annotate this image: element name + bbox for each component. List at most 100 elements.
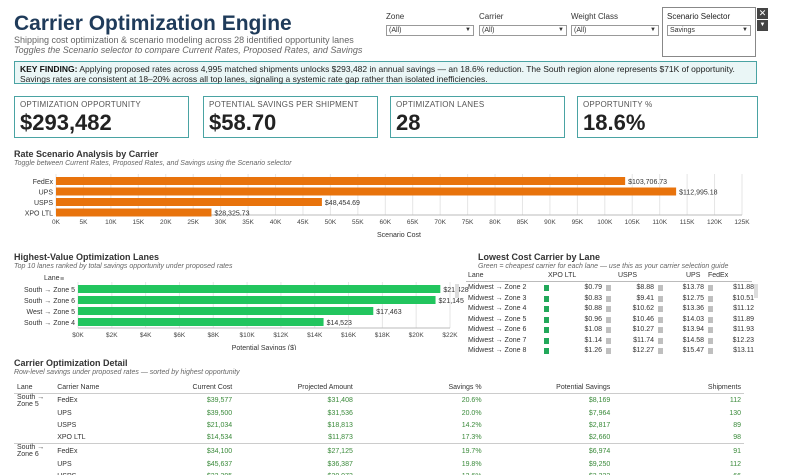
bar[interactable] [56, 208, 212, 217]
category-label: South → Zone 4 [24, 320, 75, 327]
lowest-cost-value: $12.75 [682, 294, 704, 302]
zone-filter-label: Zone [386, 12, 405, 21]
lowest-cost-lane: Midwest → Zone 3 [468, 294, 527, 302]
projected-cell: $18,813 [327, 422, 353, 429]
shipments-cell: 112 [729, 460, 741, 468]
more-options-icon[interactable]: ▼ [757, 20, 768, 31]
x-axis-title: Potential Savings ($) [232, 345, 297, 350]
tick-label: 5K [79, 219, 88, 226]
lane-axis-header: Lane [44, 275, 60, 282]
carrier-cell: USPS [57, 422, 77, 429]
lowest-cost-value: $14.58 [682, 336, 704, 344]
lowest-cost-col-header[interactable]: XPO LTL [548, 272, 577, 279]
lowest-cost-scrollbar[interactable] [754, 284, 758, 298]
tick-label: 85K [517, 219, 529, 226]
bar[interactable] [56, 177, 626, 185]
lowest-cost-col-header[interactable]: UPS [686, 272, 701, 279]
weight-class-filter-label: Weight Class [571, 12, 618, 21]
lowest-cost-col-header[interactable]: Lane [468, 272, 484, 279]
key-finding-label: KEY FINDING: [20, 64, 78, 74]
tick-label: $6K [174, 332, 186, 339]
potential-savings-cell: $8,169 [484, 392, 614, 408]
sort-icon[interactable]: ≡ [60, 276, 64, 283]
table-row[interactable]: XPO LTL $14,534 $11,873 17.3% $2,660 98 [14, 432, 744, 444]
close-icon[interactable]: ✕ [757, 8, 768, 19]
carrier-cell: FedEx [54, 443, 135, 458]
bar[interactable] [56, 198, 322, 206]
lowest-cost-value: $12.27 [632, 347, 654, 354]
category-label: South → Zone 6 [24, 298, 75, 305]
x-axis-title: Scenario Cost [377, 232, 421, 239]
lanes-savings-chart: Lane ≡ $0K $2K $4K $6K $8K $10K $12K $14K $16K $18K… [24, 275, 469, 350]
kpi-optimization-lanes: OPTIMIZATION LANES 28 [390, 96, 565, 138]
table-row[interactable]: USPS $21,034 $18,813 14.2% $2,817 89 [14, 420, 744, 432]
col-savings-pct[interactable]: Savings % [448, 383, 482, 391]
carrier-filter-select[interactable]: (All) ▼ [479, 25, 567, 36]
weight-class-filter-select[interactable]: (All) ▼ [571, 25, 659, 36]
table-row[interactable]: USPS$23,395$20,07313.6%$3,32266 [14, 470, 744, 475]
cost-marker [544, 348, 549, 354]
cost-marker [658, 285, 663, 291]
table-row[interactable]: UPS $45,637 $36,387 19.8% $9,250 112 [14, 458, 744, 470]
bar[interactable] [78, 318, 324, 326]
tick-label: $8K [207, 332, 219, 339]
scenario-selector-select[interactable]: Savings ▼ [667, 25, 751, 36]
table-row[interactable]: UPS $39,500 $31,536 20.0% $7,964 130 [14, 408, 744, 420]
potential-savings-cell: $2,817 [588, 422, 611, 429]
chevron-down-icon: ▼ [558, 27, 564, 33]
tick-label: 105K [625, 219, 641, 226]
table-row[interactable]: South → Zone 5 FedEx $39,577 $31,408 20.6% $8… [14, 392, 744, 408]
carrier-filter-value: (All) [482, 27, 495, 34]
bar[interactable] [56, 187, 677, 196]
bar-value-label: $48,454.69 [325, 200, 360, 207]
lowest-cost-subtitle: Green = cheapest carrier for each lane —… [478, 263, 729, 270]
bar-value-label: $17,463 [376, 309, 401, 316]
potential-savings-cell: $7,964 [588, 410, 611, 417]
lowest-cost-col-header[interactable]: USPS [618, 272, 638, 279]
tick-label: 110K [652, 219, 667, 226]
detail-table: Lane Carrier Name Current Cost Projected… [14, 382, 744, 475]
tick-label: 55K [352, 219, 364, 226]
tick-label: $4K [140, 332, 152, 339]
current-cost-cell: $39,577 [134, 392, 236, 408]
cost-marker [544, 295, 549, 302]
lowest-cost-value: $15.47 [682, 347, 704, 354]
col-potential-savings[interactable]: Potential Savings [556, 383, 611, 391]
zone-filter-select[interactable]: (All) ▼ [386, 25, 474, 36]
tick-label: 95K [572, 219, 584, 226]
bar-value-label: $103,706.73 [628, 179, 667, 186]
lowest-cost-value: $1.08 [584, 326, 602, 333]
cost-marker [658, 316, 663, 323]
tick-label: 125K [734, 219, 750, 226]
savings-pct-cell: 20.0% [461, 410, 482, 417]
cost-marker [658, 295, 663, 302]
tick-label: 75K [462, 219, 474, 226]
col-shipments[interactable]: Shipments [707, 383, 741, 391]
lowest-cost-value: $11.74 [633, 336, 654, 344]
lowest-cost-value: $11.93 [733, 326, 754, 333]
cost-marker [708, 327, 713, 333]
bar[interactable] [78, 296, 436, 304]
tick-label: $10K [239, 332, 255, 339]
col-current-cost[interactable]: Current Cost [192, 383, 233, 391]
lowest-cost-value: $13.36 [682, 305, 704, 312]
kpi-savings-per-shipment: POTENTIAL SAVINGS PER SHIPMENT $58.70 [203, 96, 378, 138]
key-finding-box: KEY FINDING: Applying proposed rates acr… [14, 61, 757, 84]
lanes-scrollbar[interactable] [455, 284, 459, 298]
current-cost-cell: $45,637 [206, 460, 233, 468]
lowest-cost-value: $0.96 [584, 315, 602, 323]
col-projected[interactable]: Projected Amount [297, 383, 353, 391]
projected-cell: $36,387 [327, 460, 353, 468]
lowest-cost-lane: Midwest → Zone 2 [468, 284, 527, 291]
col-carrier[interactable]: Carrier Name [57, 383, 100, 391]
bar[interactable] [78, 307, 374, 315]
carrier-cell: XPO LTL [57, 433, 86, 441]
lowest-cost-value: $11.12 [733, 305, 754, 312]
lanes-chart-subtitle: Top 10 lanes ranked by total savings opp… [14, 263, 233, 270]
col-lane[interactable]: Lane [17, 383, 33, 391]
carrier-filter-label: Carrier [479, 12, 504, 21]
bar[interactable] [78, 285, 441, 293]
lowest-cost-col-header[interactable]: FedEx [708, 272, 729, 279]
tick-label: $0K [72, 332, 84, 339]
table-row[interactable]: South → Zone 6 FedEx $34,100 $27,125 19.7% $6… [14, 443, 744, 458]
